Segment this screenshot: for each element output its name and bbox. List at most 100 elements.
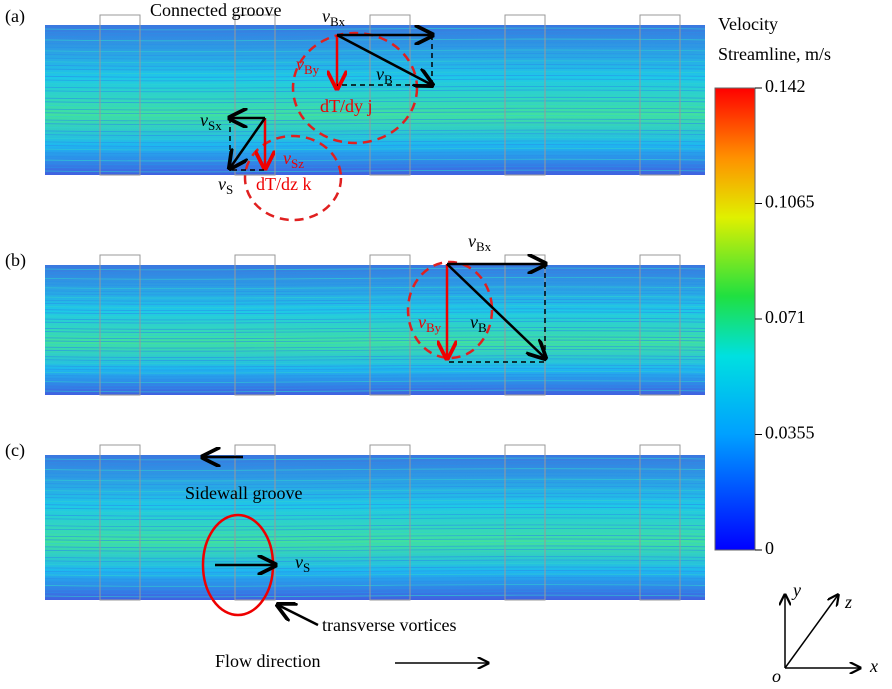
streamline [44, 35, 706, 38]
vector-symbol: v [218, 174, 226, 194]
streamline [44, 133, 706, 136]
streamline [44, 374, 706, 377]
streamline [44, 169, 706, 173]
groove-outline [504, 444, 546, 601]
streamline [44, 566, 706, 570]
arrow [278, 605, 319, 627]
streamline [44, 299, 706, 302]
circle [243, 134, 343, 222]
vector-subscript: B [478, 320, 487, 335]
streamline [44, 286, 706, 290]
colorbar [714, 87, 756, 551]
streamline [44, 314, 706, 318]
groove-outline [504, 14, 546, 176]
streamline [44, 53, 706, 56]
vector-label: vB [470, 312, 487, 335]
streamline [44, 542, 706, 545]
streamline [44, 517, 706, 520]
streamline [44, 147, 706, 151]
groove-outline [234, 14, 276, 176]
arrow [336, 33, 432, 85]
axis-origin: o [772, 666, 781, 686]
streamline [44, 89, 706, 93]
streamline [44, 273, 706, 277]
vector-label: vBy [418, 312, 442, 335]
streamline [44, 42, 706, 45]
streamline [44, 155, 706, 158]
streamline [44, 129, 706, 133]
streamline [44, 355, 706, 358]
streamline [44, 361, 706, 365]
streamline [44, 333, 706, 336]
streamline [44, 538, 706, 542]
streamline [44, 122, 706, 125]
streamline [44, 324, 706, 327]
vector-label: vS [218, 174, 233, 197]
streamline [44, 64, 706, 67]
streamline [44, 380, 706, 383]
streamline [44, 107, 706, 111]
arrow [230, 117, 267, 168]
streamline [44, 492, 706, 496]
annotation: transverse vortices [322, 615, 456, 635]
groove-outline [639, 444, 681, 601]
axis-x-label: x [869, 656, 878, 676]
vector-subscript: Sz [291, 156, 304, 171]
streamline [44, 545, 706, 549]
colorbar-title: Streamline, m/s [718, 44, 831, 64]
streamline [44, 327, 706, 330]
streamline [44, 584, 706, 587]
streamline [44, 383, 706, 387]
streamline [44, 75, 706, 78]
vector-subscript: By [304, 62, 320, 77]
streamline [44, 78, 706, 82]
streamline [44, 67, 706, 71]
colorbar-title: Velocity [718, 14, 778, 34]
streamline [44, 482, 706, 485]
streamline [44, 587, 706, 591]
vector-symbol: v [376, 64, 384, 84]
streamline [44, 559, 706, 563]
groove-outline [369, 14, 411, 176]
groove-outline [369, 444, 411, 601]
axis-y-label: y [791, 580, 801, 600]
streamline [44, 513, 706, 517]
streamline [44, 478, 706, 482]
streamline [44, 56, 706, 60]
groove-outline [639, 254, 681, 396]
streamline [44, 82, 706, 85]
streamline [44, 60, 706, 64]
vector-label: vSx [200, 110, 222, 133]
vector-symbol: v [295, 552, 303, 572]
streamline [44, 93, 706, 96]
streamline [44, 475, 706, 478]
streamline [44, 594, 706, 598]
streamline [44, 104, 706, 107]
streamline [44, 471, 706, 475]
streamline [44, 336, 706, 340]
groove-outline [234, 254, 276, 396]
streamline [44, 85, 706, 89]
streamline [44, 503, 706, 506]
vector-subscript: Sx [208, 118, 222, 133]
streamline [44, 570, 706, 573]
streamline [44, 524, 706, 528]
streamline [44, 126, 706, 129]
annotation: dT/dy j [320, 96, 373, 116]
axis-z-label: z [844, 592, 852, 612]
streamline [44, 496, 706, 499]
streamline [44, 118, 706, 122]
streamline [44, 136, 706, 140]
dashed-box [229, 118, 265, 171]
groove-outline [504, 254, 546, 396]
annotation: dT/dz k [256, 174, 312, 194]
groove-outline [234, 444, 276, 601]
groove-outline [99, 444, 141, 601]
streamline [44, 531, 706, 535]
annotation: Connected groove [150, 0, 281, 20]
streamline [44, 358, 706, 361]
streamline [44, 280, 706, 283]
streamline [44, 370, 706, 374]
vector-subscript: S [226, 182, 233, 197]
streamline [44, 506, 706, 510]
